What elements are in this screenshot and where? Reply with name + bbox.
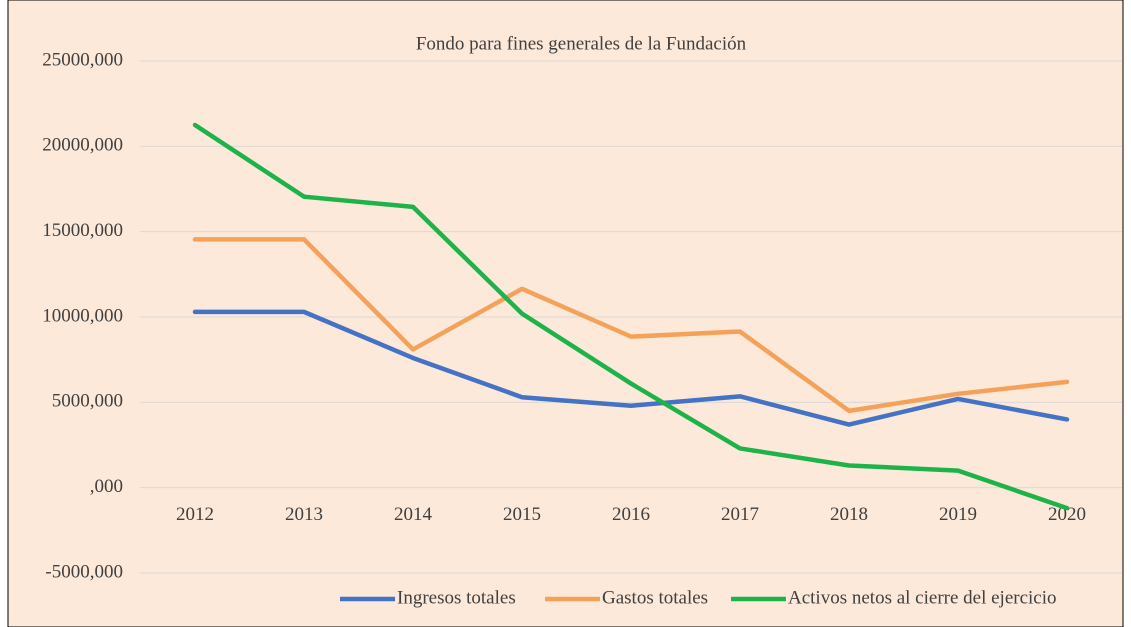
chart-background <box>7 0 1124 627</box>
y-tick-label: 20000,000 <box>42 135 123 156</box>
y-tick-label: 10000,000 <box>42 305 123 326</box>
chart-title: Fondo para fines generales de la Fundaci… <box>416 33 747 54</box>
x-tick-label: 2014 <box>394 504 433 525</box>
legend-label: Ingresos totales <box>397 587 516 608</box>
x-tick-label: 2015 <box>503 504 541 525</box>
y-tick-label: -5000,000 <box>45 561 123 582</box>
x-tick-label: 2012 <box>176 504 214 525</box>
legend-label: Activos netos al cierre del ejercicio <box>788 587 1057 608</box>
y-tick-label: 15000,000 <box>42 220 123 241</box>
legend-label: Gastos totales <box>602 587 708 608</box>
x-tick-label: 2020 <box>1048 504 1086 525</box>
y-tick-label: 5000,000 <box>52 391 123 412</box>
x-tick-label: 2019 <box>939 504 977 525</box>
y-tick-label: ,000 <box>90 476 123 497</box>
y-tick-label: 25000,000 <box>42 49 123 70</box>
series-line <box>192 309 1070 427</box>
series-line <box>192 122 1070 511</box>
series-line <box>192 237 1070 414</box>
x-tick-label: 2016 <box>612 504 650 525</box>
x-tick-label: 2013 <box>285 504 323 525</box>
x-tick-label: 2017 <box>721 504 759 525</box>
x-tick-label: 2018 <box>830 504 868 525</box>
